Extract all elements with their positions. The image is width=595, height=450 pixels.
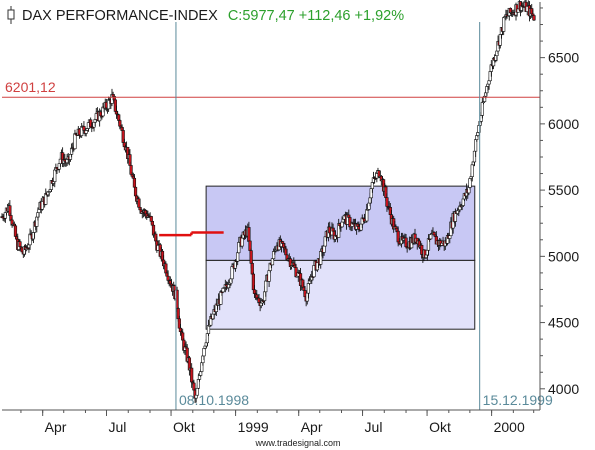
candle-up [502, 17, 506, 32]
y-tick-label: 6500 [548, 50, 579, 66]
candle-up [480, 102, 484, 116]
candle-down [149, 216, 153, 222]
candle-down [190, 367, 194, 383]
x-tick-label: 2000 [494, 419, 525, 435]
candle-down [432, 232, 436, 236]
candle-up [240, 237, 244, 247]
svg-text:DAX PERFORMANCE-INDEX C:: DAX PERFORMANCE-INDEX C:5977,47 +112,46 … [22, 8, 404, 24]
candle-up [470, 164, 474, 177]
candle-down [385, 197, 389, 207]
candle-up [264, 280, 268, 293]
candle-up [84, 130, 88, 134]
vertical-marker-label-1: 08.10.1998 [179, 392, 249, 408]
candle-down [532, 15, 536, 21]
candle-up [202, 348, 206, 357]
candle-up [53, 169, 57, 182]
candle-up [306, 283, 310, 294]
candle-up [365, 209, 369, 222]
candle-up [340, 221, 344, 228]
axes: 4000 4500 5000 5500 6000 6500 Apr Jul Okt 1999 Apr… [2, 2, 579, 435]
candle-down [247, 227, 251, 242]
candle-up [206, 325, 211, 334]
candle-down [132, 177, 137, 188]
x-tick-label: 1999 [238, 419, 269, 435]
y-tick-label: 4000 [548, 381, 579, 397]
horizontal-marker [159, 231, 224, 237]
x-tick-label: Jul [109, 419, 127, 435]
x-tick-label: Apr [301, 419, 323, 435]
x-tick-label: Okt [173, 419, 195, 435]
y-tick-label: 6000 [548, 116, 579, 132]
watermark: www.tradesignal.com [254, 438, 340, 448]
x-tick-label: Jul [365, 419, 383, 435]
y-tick-label: 4500 [548, 315, 579, 331]
y-tick-label: 5500 [548, 182, 579, 198]
reference-line-label: 6201,12 [5, 79, 56, 95]
candle-down [150, 220, 154, 226]
y-tick-label: 5000 [548, 248, 579, 264]
vertical-marker-label-2: 15.12.1999 [483, 392, 553, 408]
x-tick-label: Okt [429, 419, 451, 435]
x-tick-label: Apr [45, 419, 67, 435]
candle-icon [7, 6, 15, 24]
chart-title: DAX PERFORMANCE-INDEX [22, 8, 218, 24]
candle-down [137, 198, 141, 208]
candle-up [236, 252, 240, 262]
chart-header: DAX PERFORMANCE-INDEX C:5977,47 +112,46 … [7, 6, 404, 24]
candle-up [73, 133, 77, 150]
vertical-markers: 08.10.1998 15.12.1999 [175, 22, 553, 410]
range-boxes [205, 185, 476, 330]
candle-down [249, 250, 253, 264]
candle-up [322, 245, 326, 253]
range-box-outer [205, 259, 476, 330]
range-box-inner [205, 185, 476, 261]
candle-up [37, 209, 41, 213]
reference-line-group: 6201,12 [2, 79, 540, 98]
chart-quote: C:5977,47 +112,46 +1,92% [228, 8, 404, 24]
